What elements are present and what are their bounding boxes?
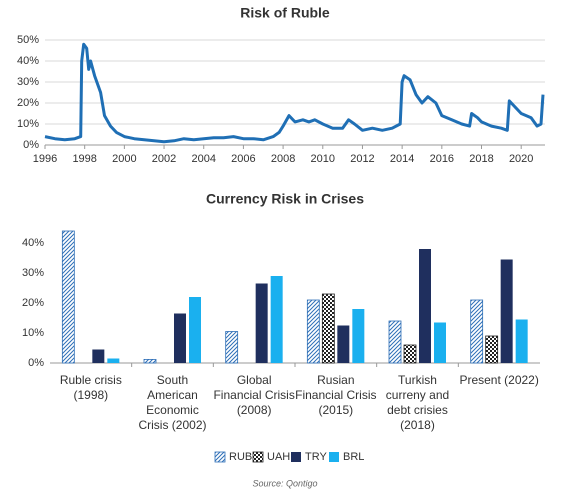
bar	[485, 335, 499, 364]
bar	[61, 230, 75, 364]
x-tick-label: 2014	[390, 153, 414, 165]
legend-label: TRY	[305, 451, 327, 463]
y-tick-label: 20%	[17, 97, 39, 109]
chart-title: Currency Risk in Crises	[206, 191, 364, 207]
y-tick-label: 40%	[17, 55, 39, 67]
x-tick-label: 2008	[271, 153, 295, 165]
bar	[515, 319, 528, 363]
legend-label: RUB	[229, 451, 252, 463]
bar	[352, 309, 365, 363]
bar	[107, 358, 120, 363]
legend-swatch	[214, 451, 226, 463]
x-tick-label: 2016	[430, 153, 454, 165]
x-tick-label: 2006	[231, 153, 255, 165]
y-tick-label: 0%	[23, 139, 39, 151]
legend-label: BRL	[343, 451, 364, 463]
y-tick-label: 30%	[17, 76, 39, 88]
y-tick-label: 10%	[17, 118, 39, 130]
x-tick-label: 2002	[152, 153, 176, 165]
y-tick-label: 50%	[17, 34, 39, 46]
x-tick-label: 2000	[112, 153, 136, 165]
x-tick-label: Present (2022)	[459, 373, 539, 387]
x-tick-label: 2004	[191, 153, 215, 165]
bar	[388, 320, 402, 364]
x-tick-label: Global Financial Crisis (2008)	[213, 373, 295, 417]
y-tick-label: 0%	[28, 357, 44, 369]
chart-title: Risk of Ruble	[240, 5, 330, 21]
x-tick-label: 2020	[509, 153, 533, 165]
bar	[225, 331, 239, 364]
line	[44, 42, 545, 144]
bar	[306, 299, 320, 364]
legend-label: UAH	[267, 451, 290, 463]
x-tick-label: 2010	[311, 153, 335, 165]
bar	[500, 259, 513, 363]
legend-swatch	[291, 452, 301, 462]
x-tick-label: 2012	[350, 153, 374, 165]
x-tick-label: Turkish curreny and debt crisies (2018)	[385, 373, 450, 432]
bar	[189, 297, 201, 363]
legend-swatch	[329, 452, 339, 462]
y-tick-label: 20%	[22, 297, 44, 309]
bar	[434, 322, 446, 363]
bar	[92, 349, 105, 363]
bar	[337, 325, 350, 363]
bar	[403, 344, 417, 364]
x-tick-label: Rusian Financial Crisis (2015)	[295, 373, 377, 417]
bar	[470, 299, 484, 364]
bar	[143, 358, 157, 364]
legend-swatch	[252, 451, 264, 463]
x-tick-label: 2018	[469, 153, 493, 165]
source: Source: Qontigo	[252, 478, 317, 488]
y-tick-label: 30%	[22, 267, 44, 279]
bar	[255, 283, 268, 363]
x-tick-label: South American Economic Crisis (2002)	[138, 373, 207, 432]
bar	[174, 313, 186, 363]
bar	[419, 249, 431, 363]
y-tick-label: 40%	[22, 237, 44, 249]
bar	[321, 293, 335, 364]
x-tick-label: 1998	[72, 153, 96, 165]
bar	[270, 276, 283, 363]
x-tick-label: Ruble crisis (1998)	[59, 373, 122, 402]
x-tick-label: 1996	[33, 153, 57, 165]
y-tick-label: 10%	[22, 327, 44, 339]
